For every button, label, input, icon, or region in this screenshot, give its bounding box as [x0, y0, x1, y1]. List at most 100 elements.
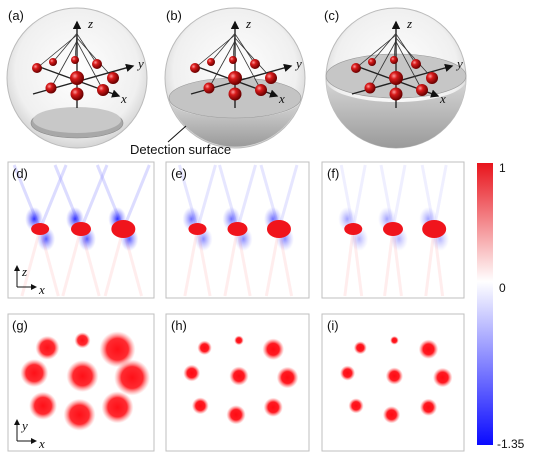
field-streak: [61, 228, 83, 297]
bond: [369, 40, 397, 89]
field-peak: [31, 223, 50, 235]
field-peak: [63, 398, 96, 431]
field-peak: [226, 405, 246, 425]
field-peak: [344, 223, 363, 235]
field-peak: [418, 339, 439, 359]
field-peak: [229, 366, 249, 386]
coord-label-x-d: x: [38, 282, 45, 297]
panel-f: [321, 161, 465, 299]
atom-sphere: [228, 71, 242, 85]
molecule-c: [351, 20, 454, 108]
field-peak: [419, 398, 438, 416]
panel-g: [7, 313, 155, 452]
atom-sphere: [351, 63, 361, 73]
bond: [210, 32, 236, 63]
panel-e: [165, 161, 310, 299]
field-peak: [71, 222, 91, 236]
axis-y-b: y: [294, 56, 302, 71]
atom-sphere: [190, 63, 200, 73]
field-streak: [277, 164, 299, 230]
axis-y-c: y: [455, 56, 463, 71]
colorbar-min-label: -1.35: [497, 437, 525, 451]
atom-sphere: [364, 82, 376, 94]
bond: [395, 41, 423, 91]
atom-sphere: [390, 56, 398, 64]
field-streak: [38, 164, 68, 230]
field-peak: [390, 336, 399, 345]
field-streak: [20, 228, 42, 297]
atom-sphere: [49, 58, 57, 66]
panel-label-d: (d): [12, 166, 28, 181]
field-peak: [99, 331, 136, 368]
field-peak: [20, 359, 49, 388]
axis-y-a: y: [136, 56, 144, 71]
atom-sphere: [250, 59, 260, 69]
atom-sphere: [71, 56, 79, 64]
atom-sphere: [265, 72, 277, 84]
field-peak: [111, 220, 136, 238]
atom-sphere: [92, 59, 102, 69]
field-peak: [383, 222, 403, 236]
panel-label-e: (e): [171, 166, 187, 181]
atom-sphere: [389, 71, 403, 85]
field-peak: [348, 398, 364, 414]
bond: [76, 41, 104, 91]
field-peak: [183, 364, 201, 382]
panel-i: [321, 313, 465, 452]
bond: [76, 37, 114, 79]
coord-label-x-g: x: [38, 436, 45, 451]
atom-sphere: [411, 59, 421, 69]
field-peak: [263, 397, 283, 417]
atom-sphere: [389, 87, 403, 101]
atom-sphere: [416, 84, 428, 96]
field-peak: [340, 365, 356, 381]
field-peak: [35, 335, 60, 360]
bond: [36, 34, 78, 69]
atom-sphere: [255, 84, 267, 96]
molecule-a: [32, 20, 135, 108]
field-peak: [262, 338, 285, 361]
atom-sphere: [32, 63, 42, 73]
field-peak: [66, 360, 99, 393]
field-peak: [353, 341, 367, 355]
bond: [50, 40, 78, 89]
panel-label-f: (f): [327, 166, 339, 181]
atom-sphere: [70, 71, 84, 85]
atom-sphere: [426, 72, 438, 84]
coord-label-y: y: [20, 418, 28, 433]
bond: [208, 40, 236, 89]
bond: [371, 32, 397, 63]
bond: [395, 37, 433, 79]
field-streak: [236, 164, 257, 230]
field-peak: [197, 340, 212, 355]
atom-sphere: [203, 82, 215, 94]
detection-surface-label: Detection surface: [130, 142, 231, 157]
bond: [74, 32, 78, 61]
axis-x-b: x: [278, 91, 285, 106]
field-peak: [227, 222, 248, 236]
panel-h: [165, 313, 310, 452]
field-streak: [121, 164, 151, 230]
field-peak: [101, 391, 134, 424]
molecule-b: [190, 20, 293, 108]
field-peak: [74, 332, 91, 349]
atom-sphere: [207, 58, 215, 66]
panel-label-c: (c): [324, 8, 339, 23]
axis-z-a: z: [87, 16, 93, 31]
field-streak: [79, 164, 109, 230]
field-peak: [234, 335, 244, 346]
axis-x-a: x: [120, 91, 127, 106]
annotation-leader: [167, 125, 187, 143]
panel-label-i: (i): [327, 318, 339, 333]
axis-z-b: z: [245, 16, 251, 31]
atom-sphere: [70, 87, 84, 101]
atom-sphere: [107, 72, 119, 84]
bond: [234, 41, 262, 91]
field-peak: [276, 366, 299, 389]
atom-sphere: [45, 82, 57, 94]
colorbar-mid-label: 0: [499, 281, 506, 295]
panel-label-b: (b): [166, 8, 182, 23]
atom-sphere: [97, 84, 109, 96]
bond: [393, 32, 397, 61]
